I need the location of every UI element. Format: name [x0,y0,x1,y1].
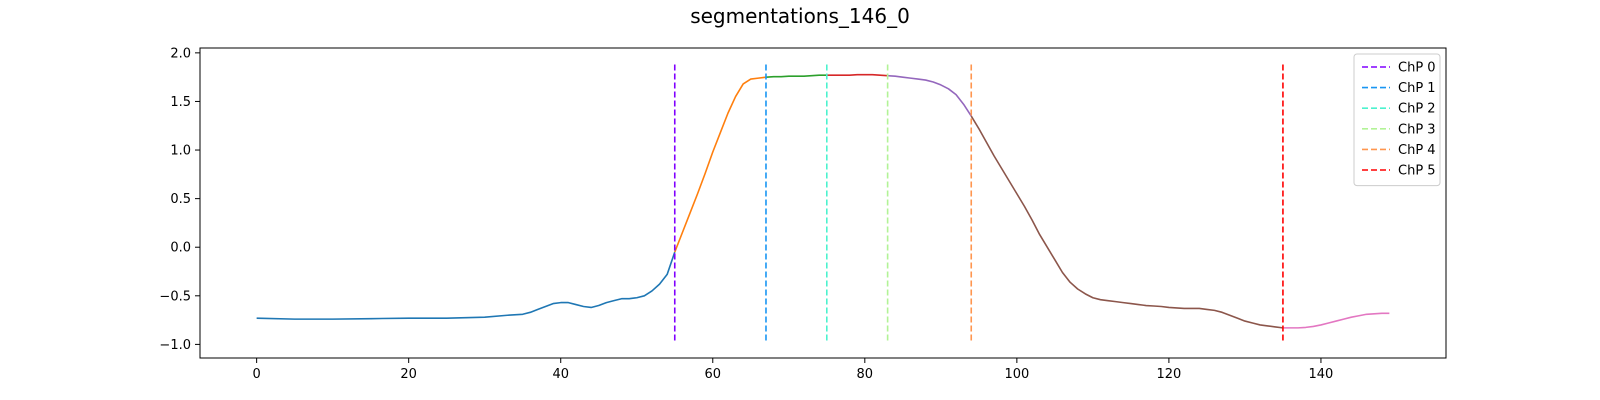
legend-label: ChP 0 [1398,61,1436,76]
y-tick-label: 1.5 [170,95,191,110]
legend: ChP 0 ChP 1 ChP 2 ChP 3 ChP 4 ChP 5 [1353,53,1441,187]
x-axis: 0 20 40 60 80 100 120 140 [252,358,1333,382]
x-tick-label: 20 [400,367,417,382]
x-tick-label: 80 [857,367,874,382]
plot-area [200,48,1446,358]
y-tick-label: −0.5 [159,289,191,304]
series-segment-5 [970,115,1284,329]
legend-label: ChP 4 [1398,143,1436,158]
x-tick-label: 120 [1156,367,1181,382]
series-segment-4 [887,74,972,117]
y-tick-label: 0.5 [170,192,191,207]
plot-frame [199,47,1447,359]
series-layer [256,73,1390,329]
y-tick-label: −1.0 [159,338,191,353]
y-tick-label: 0.0 [170,241,191,256]
x-tick-label: 60 [704,367,721,382]
y-tick-label: 2.0 [170,46,191,61]
x-tick-label: 40 [552,367,569,382]
series-segment-0 [256,251,676,320]
x-tick-label: 100 [1004,367,1029,382]
y-tick-label: 1.0 [170,144,191,159]
series-segment-3 [826,73,888,77]
legend-label: ChP 3 [1398,122,1436,137]
chart-title: segmentations_146_0 [690,4,910,28]
x-tick-label: 140 [1309,367,1334,382]
series-segment-1 [674,76,767,253]
legend-label: ChP 2 [1398,102,1436,117]
x-tick-label: 0 [252,367,260,382]
changepoint-layer [673,61,1284,341]
y-axis: −1.0 −0.5 0.0 0.5 1.0 1.5 2.0 [159,46,200,353]
legend-label: ChP 5 [1398,164,1436,179]
series-segment-2 [765,74,827,78]
legend-label: ChP 1 [1398,81,1436,96]
series-segment-6 [1282,312,1390,329]
